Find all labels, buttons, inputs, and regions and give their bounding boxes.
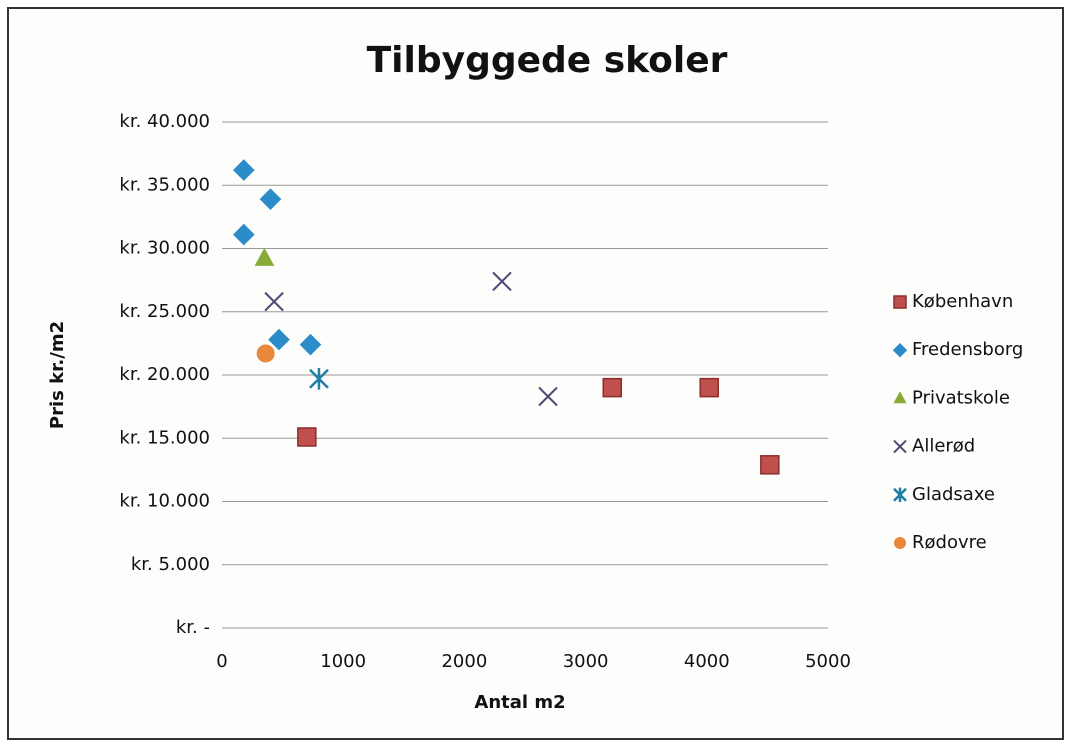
legend-label: Privatskole — [912, 387, 1010, 408]
y-tick-label: kr. 5.000 — [131, 554, 210, 575]
point — [492, 271, 512, 292]
x-tick-label: 3000 — [563, 651, 609, 672]
point — [259, 188, 282, 210]
y-tick-label: kr. - — [176, 617, 210, 638]
legend-label: Fredensborg — [912, 339, 1023, 360]
x-tick-label: 5000 — [805, 651, 851, 672]
legend-label: Rødovre — [912, 532, 987, 553]
point — [309, 367, 329, 390]
legend-label: Allerød — [912, 436, 975, 457]
legend-marker — [893, 295, 907, 309]
point — [699, 377, 719, 398]
x-tick-label: 2000 — [441, 651, 487, 672]
point — [264, 291, 284, 312]
y-tick-label: kr. 35.000 — [119, 174, 210, 195]
point — [299, 333, 322, 356]
point — [268, 328, 290, 351]
x-tick-label: 1000 — [320, 651, 366, 672]
point — [233, 159, 255, 181]
point — [760, 455, 780, 475]
y-tick-label: kr. 40.000 — [119, 111, 210, 132]
point — [254, 247, 275, 266]
point — [233, 223, 255, 246]
legend-marker — [893, 439, 907, 454]
legend-label: Gladsaxe — [912, 484, 995, 505]
point — [256, 344, 275, 363]
point — [602, 377, 623, 398]
x-tick-label: 4000 — [684, 651, 730, 672]
y-axis-title: Pris kr./m2 — [47, 321, 68, 429]
legend-marker — [894, 537, 906, 549]
x-axis-title: Antal m2 — [474, 692, 565, 713]
point — [538, 386, 558, 407]
y-tick-label: kr. 15.000 — [119, 427, 210, 448]
legend-marker — [893, 487, 907, 502]
x-tick-label: 0 — [216, 651, 227, 672]
legend-label: København — [912, 291, 1013, 312]
y-tick-label: kr. 20.000 — [119, 364, 210, 385]
chart-title: Tilbyggede skoler — [367, 40, 728, 81]
y-tick-label: kr. 10.000 — [119, 491, 210, 512]
y-tick-label: kr. 25.000 — [119, 301, 210, 322]
point — [297, 427, 317, 447]
legend-marker — [893, 391, 907, 404]
y-tick-label: kr. 30.000 — [119, 238, 210, 259]
chart-frame — [7, 7, 1064, 740]
legend-marker — [892, 343, 908, 358]
